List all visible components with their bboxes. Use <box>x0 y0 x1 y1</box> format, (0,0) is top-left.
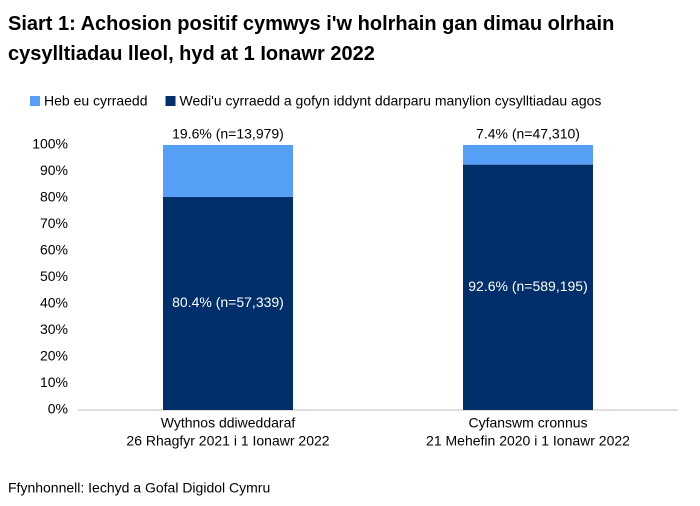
legend-label: Heb eu cyrraedd <box>44 93 148 109</box>
y-tick-label: 0% <box>48 401 68 417</box>
data-label: 92.6% (n=589,195) <box>468 278 587 294</box>
y-tick-label: 10% <box>40 374 68 390</box>
bar-segment <box>163 145 293 197</box>
bar-segment <box>463 145 593 165</box>
y-tick-label: 70% <box>40 215 68 231</box>
data-label: 80.4% (n=57,339) <box>172 294 284 310</box>
bar-segment <box>163 196 293 410</box>
data-label: 19.6% (n=13,979) <box>172 126 284 142</box>
y-tick-label: 20% <box>40 348 68 364</box>
y-tick-label: 80% <box>40 189 68 205</box>
x-tick-label: 26 Rhagfyr 2021 i 1 Ionawr 2022 <box>126 433 329 449</box>
x-tick-label: Wythnos ddiweddaraf <box>161 415 296 431</box>
legend-swatch <box>165 96 176 106</box>
data-label: 7.4% (n=47,310) <box>476 126 580 142</box>
legend-label: Wedi'u cyrraedd a gofyn iddynt ddarparu … <box>180 93 602 109</box>
y-tick-label: 50% <box>40 268 68 284</box>
bar-segment <box>463 164 593 410</box>
chart-title: Siart 1: Achosion positif cymwys i'w hol… <box>8 13 614 65</box>
legend-swatch <box>30 96 40 106</box>
x-tick-label: Cyfanswm cronnus <box>468 415 587 431</box>
y-tick-label: 40% <box>40 295 68 311</box>
y-tick-label: 30% <box>40 321 68 337</box>
y-tick-label: 90% <box>40 162 68 178</box>
y-tick-label: 100% <box>32 136 68 152</box>
y-tick-label: 60% <box>40 242 68 258</box>
source: Ffynhonnell: Iechyd a Gofal Digidol Cymr… <box>8 480 270 496</box>
x-tick-label: 21 Mehefin 2020 i 1 Ionawr 2022 <box>426 433 630 449</box>
